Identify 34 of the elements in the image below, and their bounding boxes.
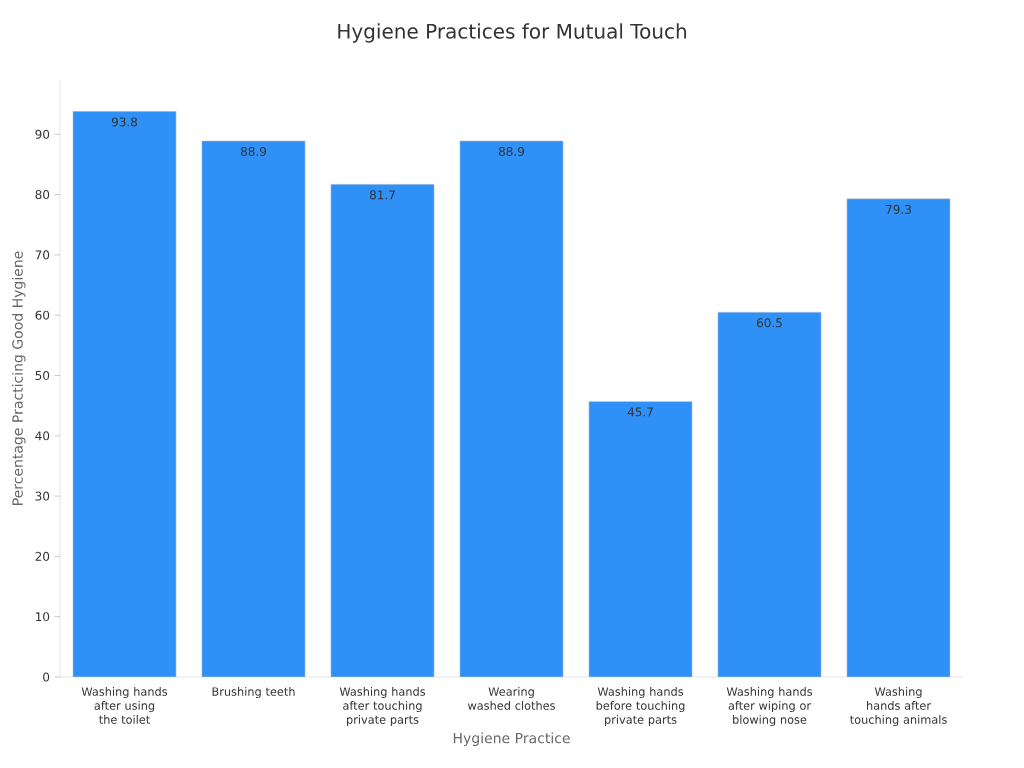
data-label: 79.3 [886,204,911,214]
y-tick-label: 70 [35,250,50,260]
x-axis-title: Hygiene Practice [453,732,570,747]
data-label: 81.7 [369,190,395,200]
bar [717,312,822,677]
x-tick-label: Washing hands after touching private parts [339,687,426,727]
y-tick-label: 0 [43,672,50,682]
data-label: 60.5 [756,318,782,328]
y-tick-label: 50 [35,370,50,381]
y-tick-label: 90 [35,129,50,139]
y-tick-label: 60 [35,310,50,320]
x-tick-label: Washing hands before touching private parts [596,687,685,727]
x-tick-label: Brushing teeth [212,687,295,699]
bar [330,184,435,677]
data-label: 93.8 [111,117,138,127]
data-label: 88.9 [498,146,525,157]
data-label: 88.9 [240,146,267,157]
y-axis-title: Percentage Practicing Good Hygiene [12,251,26,505]
bar [72,111,177,677]
y-tick-label: 30 [35,491,50,501]
y-tick-label: 80 [35,190,50,200]
x-tick-label: Washing hands after using the toilet [81,687,168,724]
bar [846,198,951,677]
chart-title: Hygiene Practices for Mutual Touch [338,23,687,43]
y-tick-label: 40 [35,431,50,441]
bar [201,140,306,677]
x-tick-label: Wearing washed clothes [467,687,555,710]
y-tick-label: 20 [35,551,50,561]
bar [588,401,693,677]
bar [459,140,564,677]
x-tick-label: Washing hands after wiping or blowing nose [726,687,813,727]
x-tick-label: Washing hands after touching animals [850,687,947,727]
data-label: 45.7 [627,407,653,417]
y-tick-label: 10 [36,612,50,622]
